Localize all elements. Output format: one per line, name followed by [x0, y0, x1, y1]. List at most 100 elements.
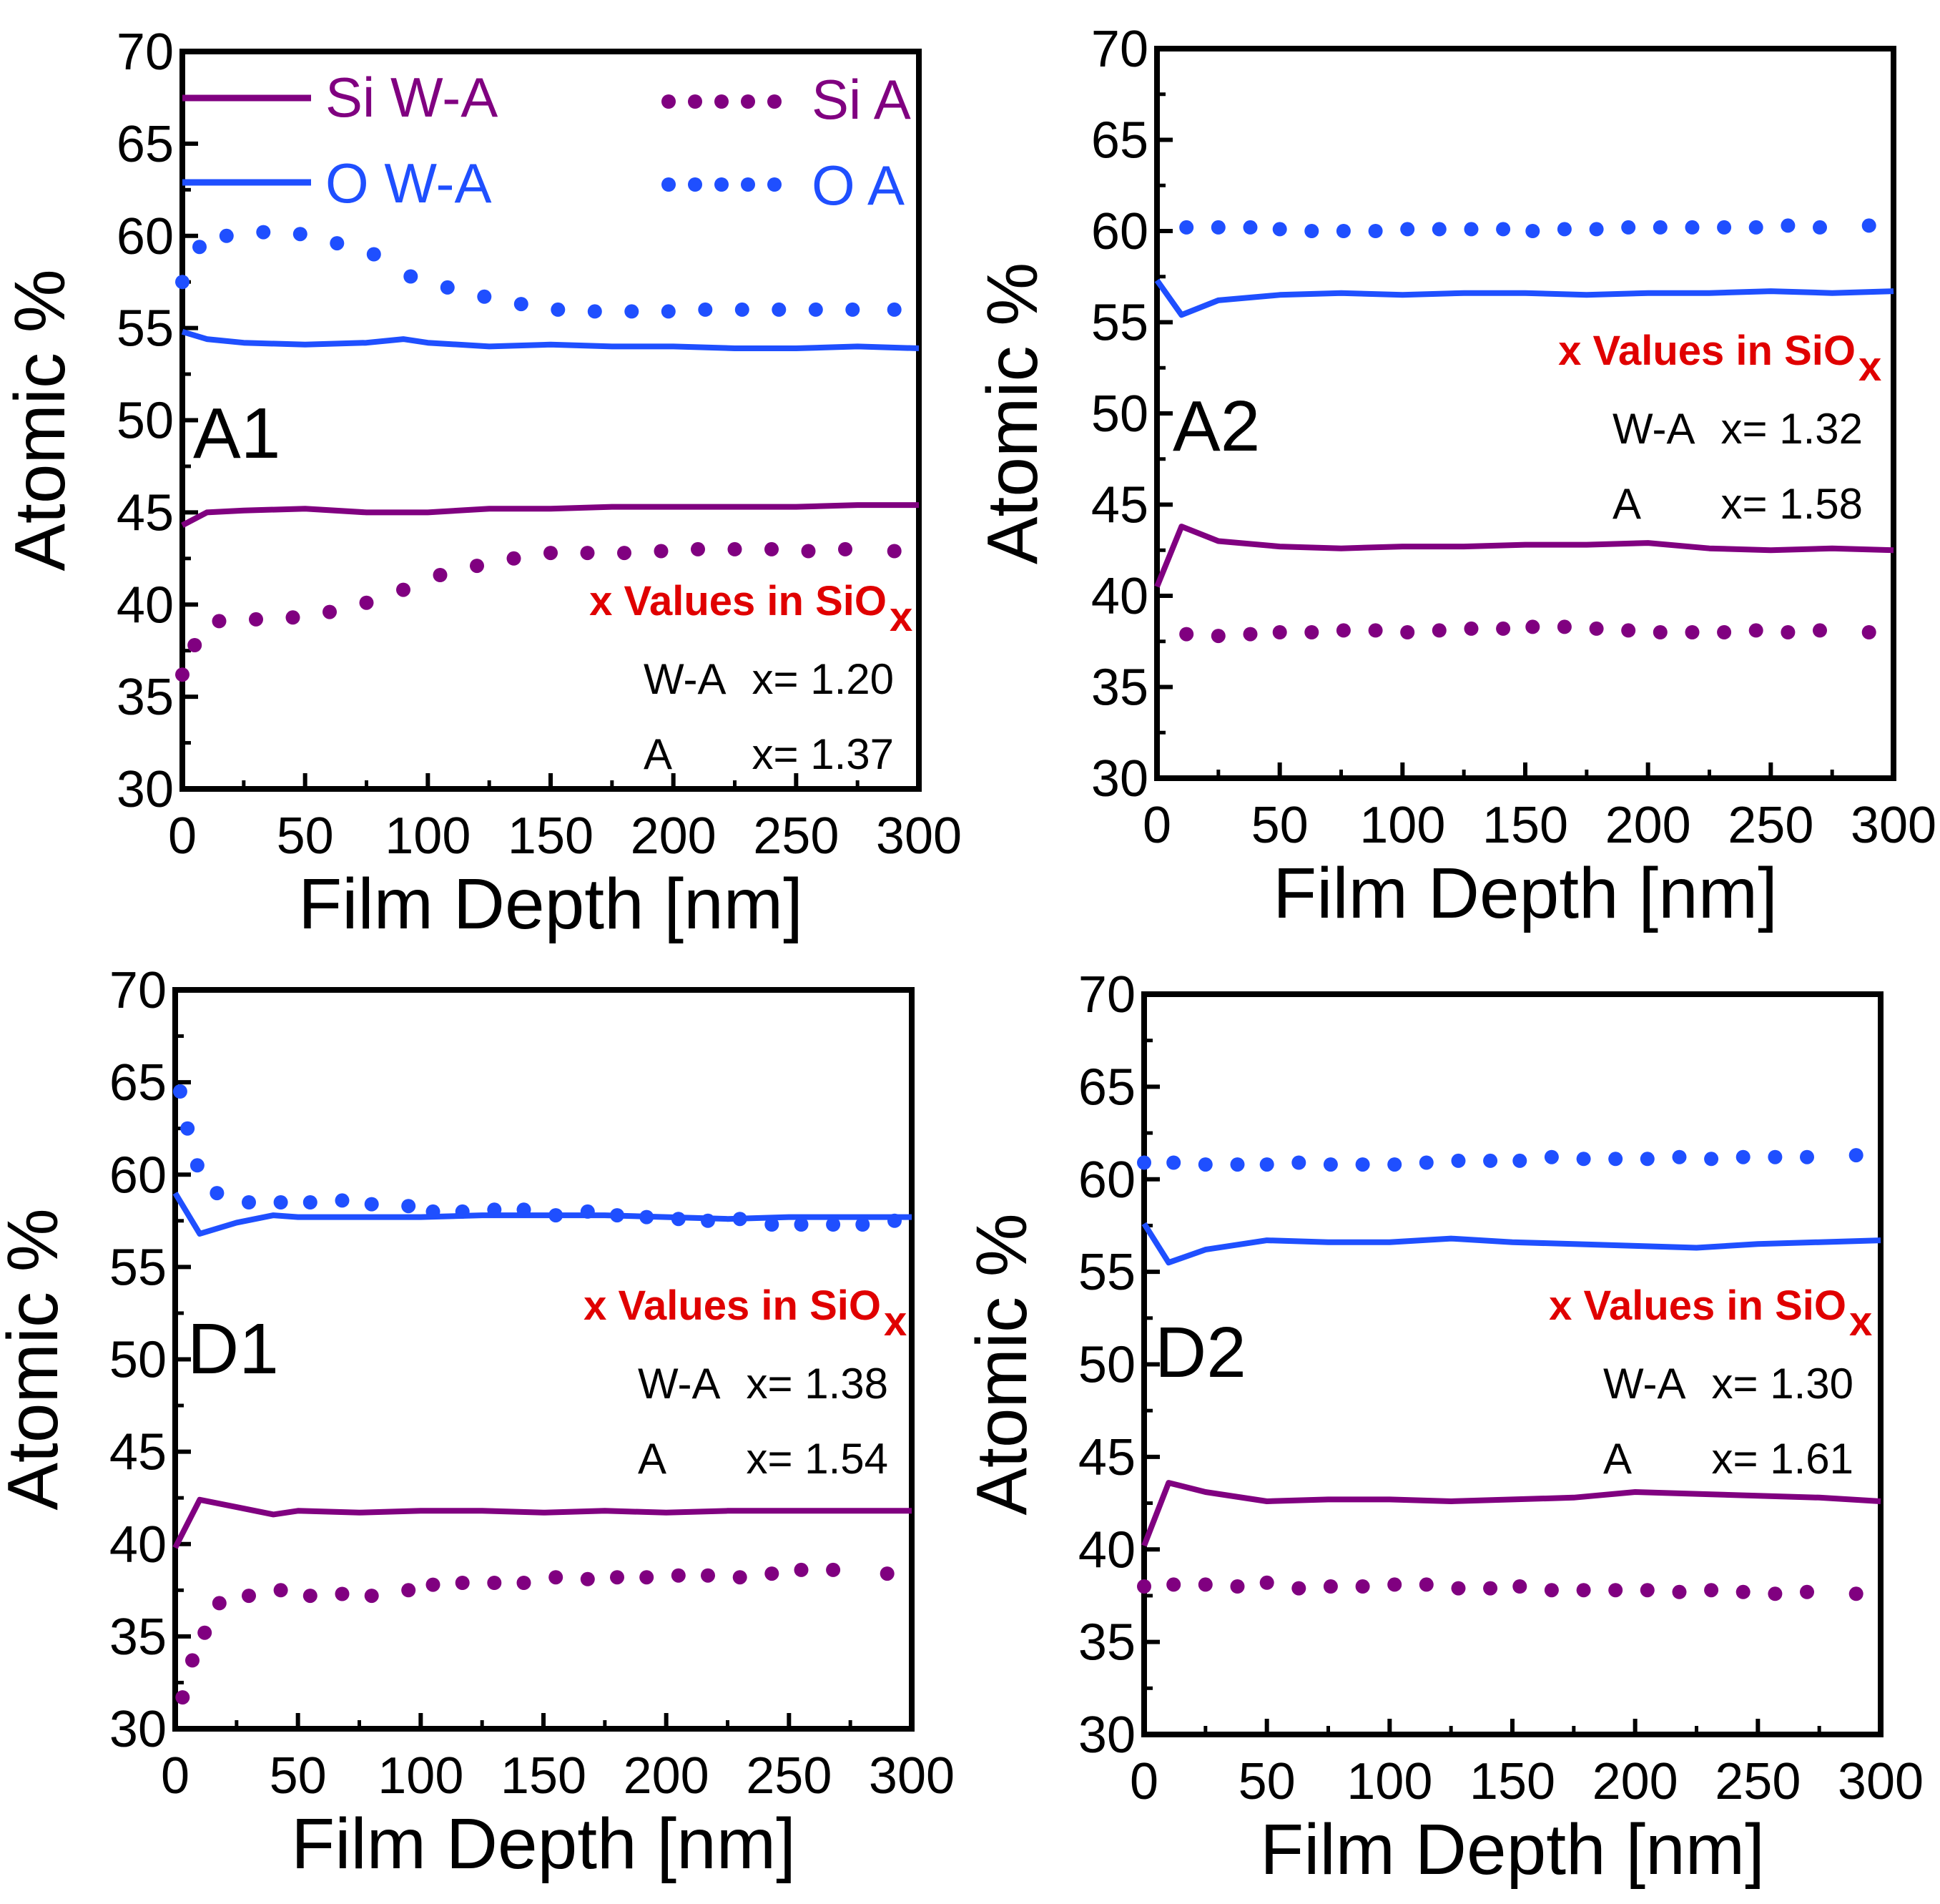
data-point — [639, 1209, 654, 1225]
legend-label-si-a: Si A — [812, 68, 911, 131]
data-point — [433, 568, 448, 582]
legend-swatch-o-a-dot — [714, 177, 729, 192]
x-tick-label: 300 — [1851, 797, 1936, 854]
legend-swatch-o-a-dot — [767, 177, 782, 192]
y-tick-label: 70 — [109, 962, 167, 1019]
data-point — [1166, 1155, 1181, 1170]
series-line — [1141, 1222, 1881, 1266]
data-point — [440, 280, 455, 295]
data-point — [543, 546, 558, 561]
data-point — [1861, 218, 1876, 233]
panel-label: D1 — [187, 1309, 279, 1389]
x-tick-label: 0 — [161, 1747, 189, 1805]
data-point — [516, 1202, 531, 1217]
y-tick-label: 60 — [1078, 1152, 1136, 1209]
note-subscript: x — [884, 1298, 907, 1345]
data-point — [192, 240, 207, 255]
data-point — [242, 1589, 256, 1604]
data-point — [302, 1589, 317, 1604]
data-point — [580, 1571, 595, 1586]
data-point — [1717, 220, 1732, 235]
data-point — [197, 1625, 212, 1640]
data-point — [1589, 621, 1604, 636]
panel-d1: 30 35 40 45 50 55 60 65 70 0 50 100 150 200 250 300 Film… — [0, 962, 955, 1884]
data-point — [401, 1199, 416, 1214]
data-point — [1211, 629, 1226, 644]
y-axis-title: Atomic % — [962, 1213, 1042, 1515]
data-point — [1768, 1586, 1783, 1601]
data-point — [1451, 1153, 1466, 1168]
y-tick-label: 30 — [1091, 750, 1148, 808]
note-row-value: x= 1.58 — [1721, 480, 1863, 528]
data-point — [1848, 1148, 1863, 1163]
data-point — [292, 227, 307, 242]
data-point — [1291, 1155, 1306, 1170]
y-tick-label: 30 — [109, 1701, 167, 1758]
data-point — [1304, 224, 1319, 238]
note-subscript: x — [890, 594, 912, 640]
data-point — [1323, 1157, 1338, 1172]
note-row-label: W-A — [1603, 1360, 1686, 1408]
y-tick-label: 45 — [109, 1424, 167, 1481]
data-point — [845, 302, 860, 317]
data-point — [364, 1197, 379, 1212]
data-point — [273, 1195, 288, 1209]
data-point — [1230, 1157, 1245, 1172]
y-tick-label: 45 — [1078, 1429, 1136, 1486]
data-point — [256, 225, 271, 240]
data-point — [1576, 1152, 1591, 1167]
data-point — [212, 1596, 227, 1611]
data-point — [1717, 625, 1732, 639]
data-point — [219, 228, 234, 243]
data-point — [249, 612, 263, 627]
series-o-w-a — [1141, 1222, 1881, 1266]
data-point — [1781, 218, 1796, 233]
note-row-label: A — [1603, 1435, 1632, 1483]
data-point — [887, 302, 902, 317]
data-point — [322, 604, 337, 619]
data-point — [1800, 1584, 1814, 1599]
x-axis-title: Film Depth [nm] — [291, 1804, 796, 1884]
data-point — [887, 1213, 902, 1228]
data-point — [1137, 1155, 1151, 1170]
data-point — [513, 297, 528, 312]
data-point — [1861, 625, 1876, 639]
data-point — [1608, 1583, 1623, 1598]
data-point — [1704, 1583, 1719, 1598]
x-tick-label: 250 — [1715, 1753, 1801, 1810]
series-o-a — [172, 1084, 902, 1232]
data-point — [1653, 625, 1668, 639]
series-line — [181, 328, 920, 351]
data-point — [1748, 220, 1763, 235]
data-point — [1525, 619, 1540, 634]
x-values-note: x Values in SiO x W-A x= 1.20 A x= 1.37 — [589, 578, 912, 778]
data-point — [477, 289, 492, 304]
data-point — [1512, 1579, 1527, 1594]
data-point — [1512, 1153, 1527, 1168]
data-point — [487, 1576, 502, 1590]
data-point — [1230, 1579, 1245, 1594]
x-tick-label: 100 — [1359, 797, 1445, 854]
data-point — [1848, 1586, 1863, 1601]
series-si-w-a — [1141, 1480, 1881, 1547]
data-point — [1781, 625, 1796, 639]
series-o-w-a — [181, 328, 920, 351]
data-point — [1800, 1149, 1814, 1164]
legend-swatch-o-a-dot — [661, 177, 676, 192]
data-point — [826, 1217, 841, 1232]
data-point — [172, 1084, 187, 1099]
data-point — [551, 302, 566, 317]
data-point — [1179, 220, 1194, 235]
data-point — [794, 1562, 809, 1577]
series-o-a — [175, 225, 902, 319]
y-tick-label: 60 — [1091, 203, 1148, 260]
data-point — [701, 1568, 715, 1583]
x-tick-label: 300 — [869, 1747, 955, 1805]
y-tick-label: 45 — [1091, 477, 1148, 534]
data-point — [671, 1212, 686, 1227]
x-tick-label: 250 — [753, 808, 839, 865]
data-point — [887, 544, 902, 559]
data-point — [1368, 623, 1383, 638]
note-subscript: x — [1849, 1298, 1872, 1345]
